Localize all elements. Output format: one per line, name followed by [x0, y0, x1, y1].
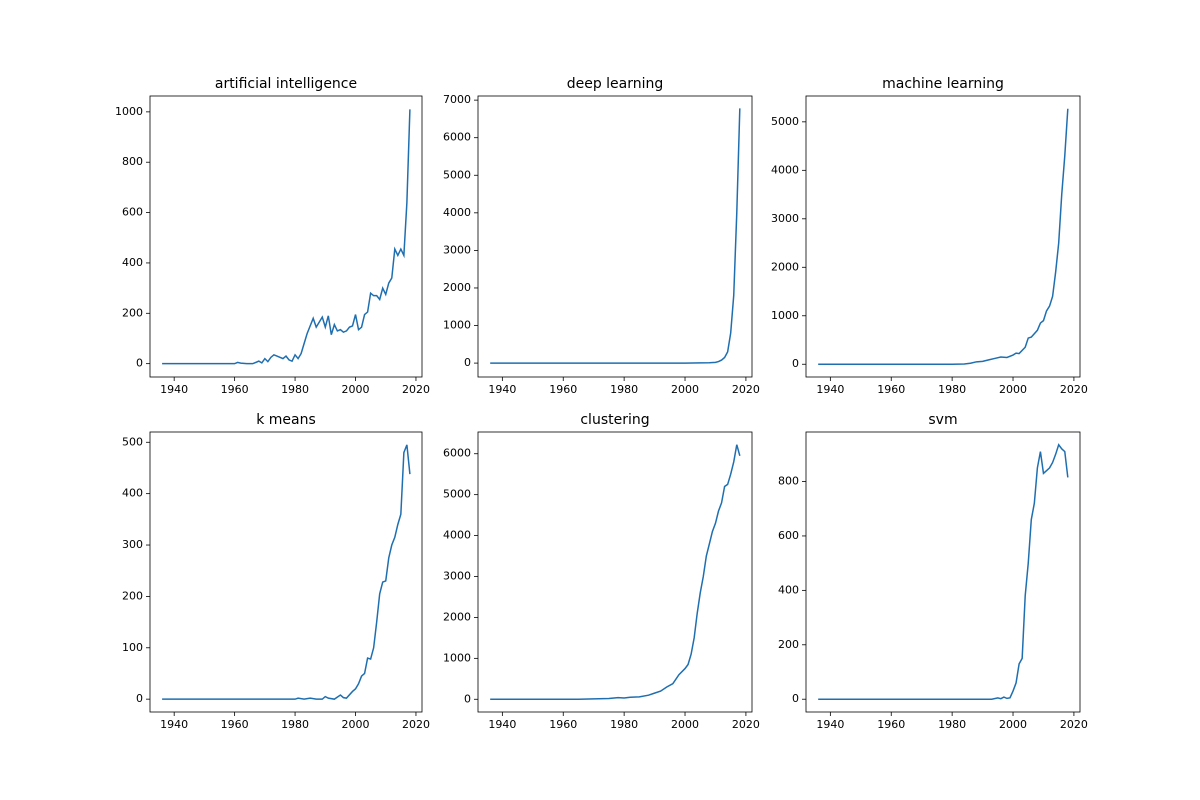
y-tick-label: 0	[464, 356, 471, 369]
data-line	[490, 108, 741, 364]
x-tick-label: 1940	[816, 383, 844, 396]
y-tick-label: 4000	[771, 163, 799, 176]
x-tick-label: 1940	[488, 718, 516, 731]
x-tick-label: 1980	[610, 718, 638, 731]
x-tick-label: 1960	[221, 718, 249, 731]
y-tick-label: 0	[792, 692, 799, 705]
subplot: svm 1940 1960 1980 2000 2020 0 200 400 600 800	[778, 412, 1088, 731]
y-tick-label: 100	[122, 641, 143, 654]
x-tick-label: 1960	[877, 383, 905, 396]
y-tick-label: 0	[464, 692, 471, 705]
data-line	[818, 108, 1069, 365]
x-tick-label: 1940	[488, 383, 516, 396]
y-tick-label: 4000	[443, 529, 471, 542]
x-tick-label: 2020	[402, 383, 430, 396]
y-tick-label: 400	[778, 583, 799, 596]
y-tick-label: 200	[122, 589, 143, 602]
x-tick-label: 2000	[342, 718, 370, 731]
axes-frame	[477, 431, 753, 713]
x-tick-label: 1940	[160, 718, 188, 731]
y-tick-label: 2000	[443, 610, 471, 623]
x-tick-label: 1960	[221, 383, 249, 396]
y-tick-label: 3000	[443, 570, 471, 583]
x-tick-label: 1960	[549, 718, 577, 731]
x-tick-label: 2000	[342, 383, 370, 396]
y-tick-label: 200	[122, 306, 143, 319]
x-tick-label: 1980	[610, 383, 638, 396]
data-line	[818, 443, 1069, 700]
x-tick-label: 2020	[1060, 383, 1088, 396]
y-tick-label: 0	[792, 357, 799, 370]
y-tick-label: 1000	[443, 319, 471, 332]
x-tick-label: 1960	[549, 383, 577, 396]
x-tick-label: 1940	[816, 718, 844, 731]
subplot-title: machine learning	[882, 76, 1004, 92]
y-tick-label: 5000	[771, 115, 799, 128]
axes-frame	[149, 431, 423, 713]
axes-frame	[149, 95, 423, 378]
y-tick-label: 400	[122, 256, 143, 269]
y-tick-label: 400	[122, 487, 143, 500]
subplot-title: deep learning	[567, 76, 664, 92]
subplot-title: k means	[256, 412, 316, 428]
y-tick-label: 1000	[115, 105, 143, 118]
y-tick-label: 200	[778, 638, 799, 651]
axes-frame	[477, 95, 753, 378]
x-tick-label: 1980	[938, 718, 966, 731]
y-tick-label: 5000	[443, 488, 471, 501]
y-tick-label: 800	[778, 475, 799, 488]
y-tick-label: 0	[136, 692, 143, 705]
y-tick-label: 4000	[443, 206, 471, 219]
y-tick-label: 3000	[443, 243, 471, 256]
y-tick-label: 7000	[443, 93, 471, 106]
x-tick-label: 2000	[999, 383, 1027, 396]
data-line	[162, 444, 411, 700]
y-tick-label: 0	[136, 357, 143, 370]
data-line	[162, 109, 411, 365]
subplot: machine learning 1940 1960 1980 2000 2020 0 100…	[771, 76, 1088, 396]
x-tick-label: 2000	[999, 718, 1027, 731]
subplot-title: artificial intelligence	[215, 76, 357, 92]
y-tick-label: 2000	[443, 281, 471, 294]
y-tick-label: 2000	[771, 260, 799, 273]
y-tick-label: 500	[122, 435, 143, 448]
y-tick-label: 600	[778, 529, 799, 542]
subplot: k means 1940 1960 1980 2000 2020 0 100 200 300 400…	[122, 412, 430, 731]
x-tick-label: 2020	[732, 718, 760, 731]
data-line	[490, 444, 741, 701]
x-tick-label: 2020	[1060, 718, 1088, 731]
x-tick-label: 1980	[281, 383, 309, 396]
subplot: clustering 1940 1960 1980 2000 2020 0 1000 2000 3…	[443, 412, 760, 731]
y-tick-label: 600	[122, 206, 143, 219]
x-tick-label: 1960	[877, 718, 905, 731]
x-tick-label: 2000	[671, 718, 699, 731]
y-tick-label: 800	[122, 155, 143, 168]
subplot: deep learning 1940 1960 1980 2000 2020 0 1000 20…	[443, 76, 760, 396]
y-tick-label: 6000	[443, 447, 471, 460]
x-tick-label: 1980	[938, 383, 966, 396]
axes-frame	[805, 95, 1081, 378]
y-tick-label: 300	[122, 538, 143, 551]
x-tick-label: 1980	[281, 718, 309, 731]
x-tick-label: 1940	[160, 383, 188, 396]
subplot-title: clustering	[580, 412, 649, 428]
subplot-title: svm	[928, 412, 957, 428]
y-tick-label: 5000	[443, 168, 471, 181]
y-tick-label: 1000	[771, 309, 799, 322]
y-tick-label: 1000	[443, 651, 471, 664]
y-tick-label: 3000	[771, 212, 799, 225]
x-tick-label: 2000	[671, 383, 699, 396]
y-tick-label: 6000	[443, 131, 471, 144]
x-tick-label: 2020	[732, 383, 760, 396]
axes-frame	[805, 431, 1081, 713]
x-tick-label: 2020	[402, 718, 430, 731]
